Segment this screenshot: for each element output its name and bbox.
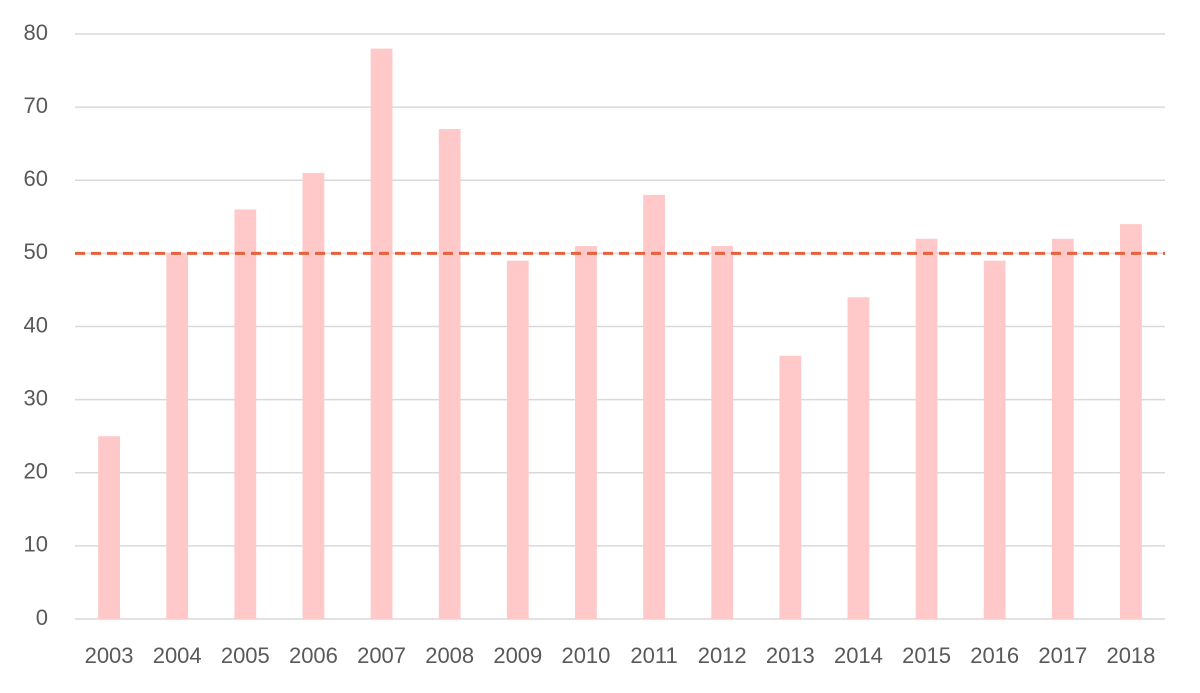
bar	[1120, 224, 1142, 619]
x-tick-label: 2011	[630, 643, 677, 668]
y-tick-label: 30	[24, 385, 48, 410]
bar	[643, 194, 665, 619]
bar	[506, 260, 529, 619]
bar	[575, 246, 597, 619]
y-tick-label: 20	[24, 459, 48, 484]
y-tick-label: 50	[24, 239, 48, 264]
bar	[166, 253, 189, 619]
bar	[983, 260, 1006, 619]
bar	[915, 238, 938, 619]
x-tick-label: 2004	[153, 643, 202, 668]
bar	[847, 297, 870, 619]
y-tick-label: 0	[36, 605, 48, 630]
bar	[98, 436, 120, 619]
y-tick-label: 60	[24, 166, 48, 191]
x-tick-label: 2013	[766, 643, 815, 668]
bar	[234, 209, 257, 619]
bar	[779, 355, 802, 619]
y-tick-label: 70	[24, 93, 48, 118]
bar	[370, 48, 393, 619]
y-tick-label: 10	[24, 532, 48, 557]
x-tick-label: 2010	[561, 643, 610, 668]
x-tick-label: 2005	[221, 643, 270, 668]
bar	[1051, 238, 1074, 619]
bar	[438, 129, 461, 619]
x-tick-label: 2007	[357, 643, 406, 668]
bar	[302, 172, 325, 619]
y-tick-label: 40	[24, 312, 48, 337]
x-tick-label: 2009	[493, 643, 542, 668]
x-tick-label: 2014	[834, 643, 883, 668]
x-tick-label: 2003	[85, 643, 134, 668]
x-tick-label: 2017	[1038, 643, 1087, 668]
x-tick-label: 2015	[902, 643, 951, 668]
bar	[711, 246, 734, 619]
x-tick-label: 2008	[425, 643, 474, 668]
x-tick-label: 2018	[1106, 643, 1155, 668]
x-tick-label: 2016	[970, 643, 1019, 668]
x-tick-label: 2012	[698, 643, 747, 668]
y-tick-label: 80	[24, 20, 48, 45]
x-tick-label: 2006	[289, 643, 338, 668]
